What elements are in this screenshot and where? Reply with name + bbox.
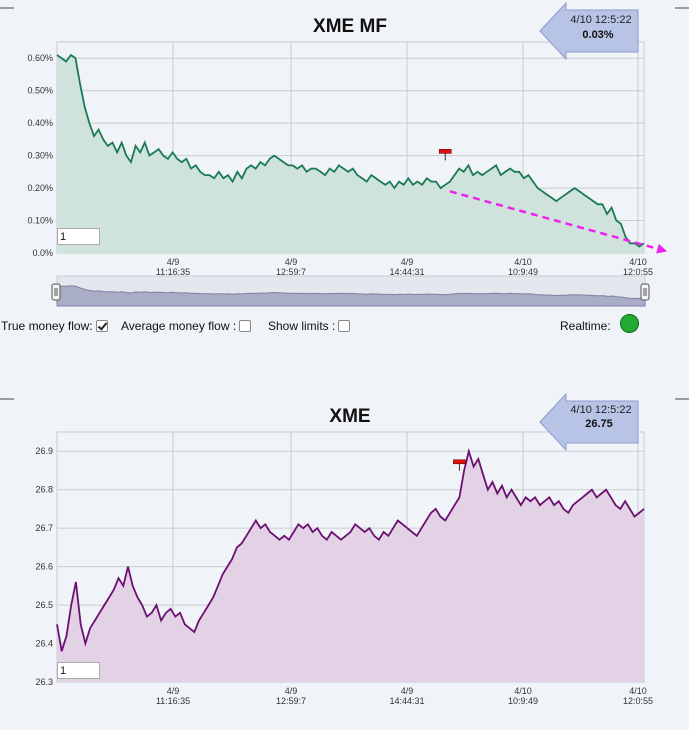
period-input[interactable]: 1 [57,228,100,245]
y-tick-label: 26.5 [35,600,53,610]
y-tick-label: 0.10% [27,216,53,226]
period-input[interactable]: 1 [57,662,100,679]
x-tick-time: 14:44:31 [389,267,424,277]
realtime-status-indicator[interactable] [620,314,639,333]
tooltip-time: 4/10 12:5:22 [570,14,631,26]
series-line [56,447,645,652]
average-money-flow-toggle[interactable]: Average money flow : [121,319,252,333]
x-tick-labels: 4/911:16:354/912:59:74/914:44:314/1010:9… [156,257,653,277]
y-tick-label: 0.50% [27,86,53,96]
average-money-flow-label: Average money flow : [121,319,237,333]
x-tick-date: 4/10 [629,686,647,696]
tooltip-value: 0.03% [582,29,613,41]
y-tick-label: 0.30% [27,151,53,161]
chart-title: XME [329,406,370,427]
y-tick-labels: 26.3 26.4 26.5 26.6 26.7 26.8 26.9 [35,446,53,687]
show-limits-checkbox[interactable] [338,320,351,332]
tooltip-arrow [539,1,639,61]
y-tick-label: 26.9 [35,446,53,456]
average-money-flow-checkbox[interactable] [239,320,252,332]
y-tick-labels: 0.0% 0.10% 0.20% 0.30% 0.40% 0.50% 0.60% [27,53,53,258]
tooltip: 4/10 12:5:22 26.75 [539,392,639,452]
x-tick-date: 4/9 [167,686,180,696]
x-tick-date: 4/10 [514,686,532,696]
x-tick-date: 4/10 [514,257,532,267]
true-money-flow-checkbox[interactable] [95,320,108,332]
x-tick-date: 4/9 [167,257,180,267]
x-tick-time: 12:59:7 [276,696,306,706]
x-tick-date: 4/10 [629,257,647,267]
x-tick-date: 4/9 [285,686,298,696]
chart-title: XME MF [313,16,387,37]
x-tick-time: 11:16:35 [156,696,190,706]
flag-marker [438,149,452,161]
x-tick-date: 4/9 [401,257,414,267]
realtime-label: Realtime: [560,319,611,333]
x-tick-time: 10:9:49 [508,696,538,706]
series-area [57,55,644,253]
x-tick-time: 10:9:49 [508,267,538,277]
show-limits-toggle[interactable]: Show limits : [268,319,351,333]
tooltip-arrow [539,392,639,452]
tooltip: 4/10 12:5:22 0.03% [539,1,639,61]
y-tick-label: 0.0% [32,248,53,258]
trend-arrow-head [656,243,668,254]
show-limits-label: Show limits : [268,319,336,333]
flag-marker [453,459,466,471]
series-area [57,451,644,682]
x-tick-time: 11:16:35 [156,267,190,277]
tooltip-value: 26.75 [585,418,613,430]
true-money-flow-toggle[interactable]: True money flow: [1,319,108,333]
navigator-handle-right[interactable] [640,283,650,301]
y-tick-label: 26.8 [35,485,53,495]
flag-head [453,459,466,465]
x-tick-time: 12:0:55 [623,267,653,277]
y-tick-label: 26.6 [35,562,53,572]
x-tick-time: 12:0:55 [623,696,653,706]
x-tick-labels: 4/911:16:354/912:59:74/914:44:314/1010:9… [156,686,653,706]
x-tick-date: 4/9 [401,686,414,696]
y-tick-label: 0.40% [27,118,53,128]
navigator-series [56,285,646,307]
chart-price: XME 26.326.426.526.626.726.826.9 4/911:1… [0,392,689,706]
y-tick-label: 26.4 [35,639,53,649]
y-tick-label: 26.7 [35,523,53,533]
true-money-flow-label: True money flow: [1,319,93,333]
series-line [56,53,645,248]
x-tick-date: 4/9 [285,257,298,267]
y-tick-label: 0.20% [27,183,53,193]
flag-head [438,149,452,154]
controls-row: True money flow: Average money flow : Sh… [0,318,689,336]
navigator-handle-left[interactable] [51,283,61,301]
x-tick-time: 14:44:31 [389,696,424,706]
chart-mf: XME MF 0.0% 0.10% 0.20% 0.30% 0.40% 0.50% 0.60… [0,1,689,307]
y-tick-label: 0.60% [27,53,53,63]
y-tick-label: 26.3 [35,677,53,687]
navigator[interactable] [51,275,650,307]
x-tick-time: 12:59:7 [276,267,306,277]
tooltip-time: 4/10 12:5:22 [570,404,631,416]
